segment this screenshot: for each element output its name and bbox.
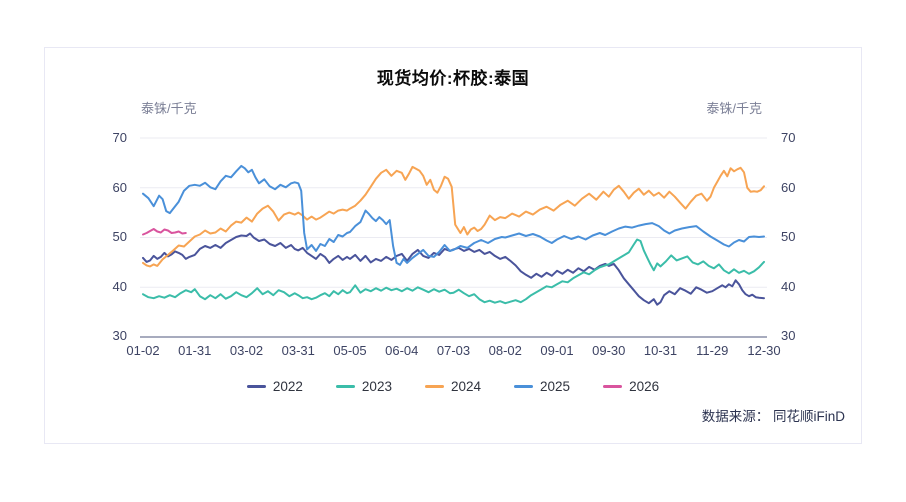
x-tick: 05-05: [333, 343, 367, 358]
legend-label: 2025: [540, 379, 571, 394]
x-tick: 10-31: [643, 343, 678, 358]
legend-swatch-2025: [514, 385, 534, 388]
y-tick-right: 40: [781, 278, 796, 294]
legend-swatch-2022: [246, 385, 266, 388]
y-tick-left: 60: [112, 179, 127, 195]
x-tick: 01-02: [126, 343, 160, 358]
x-tick: 09-30: [592, 343, 626, 358]
y-tick-left: 40: [112, 278, 127, 294]
legend-swatch-2026: [603, 385, 623, 388]
legend-label: 2026: [629, 379, 660, 394]
x-tick: 06-04: [385, 343, 419, 358]
x-tick: 12-30: [747, 343, 781, 358]
chart-panel: 现货均价:杯胶:泰国 泰铢/千克 泰铢/千克 70 60 50 40 30 70…: [44, 47, 862, 444]
y-tick-left: 50: [112, 229, 127, 244]
y-tick-right: 30: [781, 328, 796, 343]
legend-item-2026[interactable]: 2026: [603, 379, 659, 394]
legend-label: 2024: [450, 379, 482, 394]
legend-label: 2023: [361, 379, 392, 394]
legend-swatch-2024: [424, 385, 444, 388]
x-tick: 03-31: [281, 343, 315, 358]
legend-item-2022[interactable]: 2022: [246, 379, 303, 394]
y-tick-right: 60: [781, 179, 796, 195]
legend-item-2025[interactable]: 2025: [514, 379, 570, 394]
plot-area: [140, 137, 767, 338]
y-tick-right: 50: [781, 229, 796, 244]
y-axis-unit-right: 泰铢/千克: [706, 101, 762, 116]
x-tick: 03-02: [229, 343, 264, 358]
x-tick: 01-31: [178, 343, 212, 358]
x-tick: 11-29: [696, 343, 729, 358]
x-tick: 09-01: [540, 343, 574, 358]
y-axis-unit-left: 泰铢/千克: [141, 101, 197, 116]
y-tick-left: 70: [112, 130, 127, 145]
legend-label: 2022: [272, 379, 303, 394]
legend: 2022 2023 2024 2025 2026: [45, 379, 861, 394]
legend-item-2024[interactable]: 2024: [424, 379, 482, 394]
data-source-credit: 数据来源： 同花顺iFinD: [701, 409, 845, 424]
y-tick-left: 30: [112, 328, 127, 343]
x-tick: 08-02: [488, 343, 522, 358]
legend-item-2023[interactable]: 2023: [335, 379, 392, 394]
y-tick-right: 70: [781, 130, 796, 145]
legend-swatch-2023: [335, 385, 355, 388]
x-tick: 07-03: [436, 343, 471, 358]
chart-title: 现货均价:杯胶:泰国: [376, 69, 530, 88]
